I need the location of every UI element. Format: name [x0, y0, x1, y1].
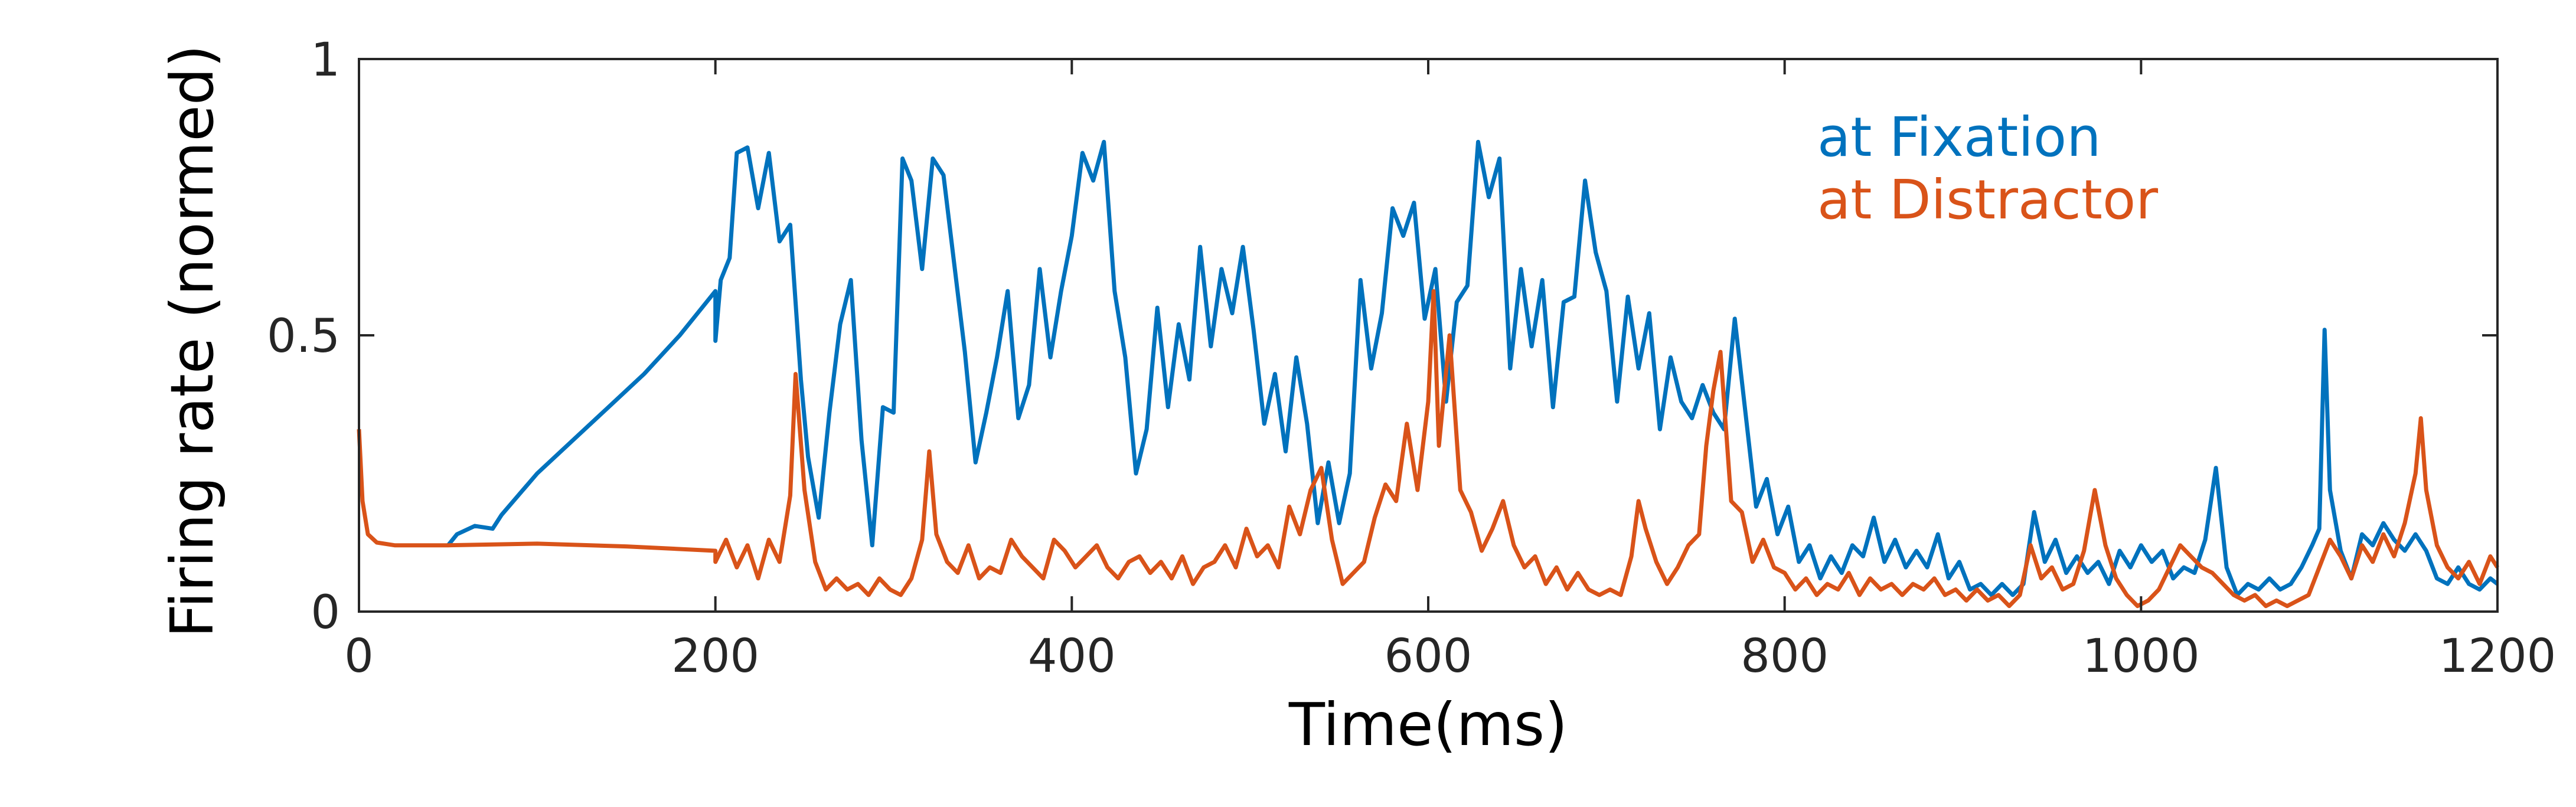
series-line-distractor [357, 289, 2499, 609]
x-tick-label: 200 [671, 630, 759, 683]
tick-layer: 0 200 400 600 800 1000 1200 0 0.5 1 [267, 34, 2556, 683]
y-axis-label: Firing rate (normed) [158, 45, 227, 638]
x-tick-label: 400 [1028, 630, 1116, 683]
legend-item-fixation: at Fixation [1817, 106, 2101, 169]
x-tick-label: 1200 [2439, 630, 2557, 683]
legend: at Fixation at Distractor [1817, 106, 2158, 231]
x-tick-label: 600 [1385, 630, 1473, 683]
y-tick-label: 0.5 [267, 310, 340, 363]
x-tick-label: 1000 [2082, 630, 2200, 683]
series-line-fixation [446, 139, 2499, 597]
y-tick-label: 0 [311, 586, 340, 639]
x-tick-label: 800 [1741, 630, 1829, 683]
y-tick-label: 1 [311, 34, 340, 87]
series-layer [357, 139, 2499, 609]
legend-item-distractor: at Distractor [1817, 168, 2158, 231]
x-axis-label: Time(ms) [1288, 690, 1568, 759]
x-tick-label: 0 [344, 630, 374, 683]
